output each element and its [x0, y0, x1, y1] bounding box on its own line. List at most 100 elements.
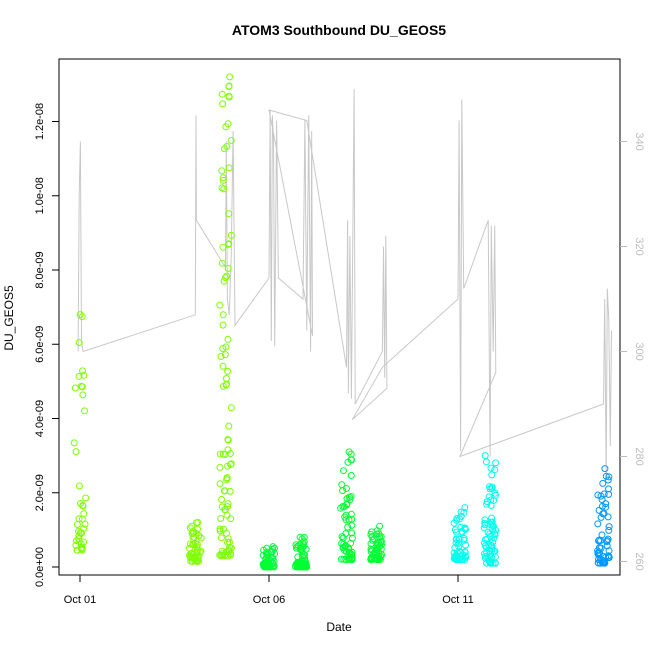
data-point [225, 82, 233, 90]
data-point [373, 530, 381, 538]
data-point [453, 555, 461, 563]
data-point [348, 521, 356, 529]
data-point [79, 391, 87, 399]
data-point [343, 500, 351, 508]
data-point [461, 504, 469, 512]
data-point [369, 536, 377, 544]
data-point [77, 544, 85, 552]
data-point [481, 516, 489, 524]
y-tick-label: 6.0e-09 [34, 326, 46, 363]
data-point [341, 542, 349, 550]
data-point [451, 526, 459, 534]
data-point [296, 533, 304, 541]
data-point [224, 503, 231, 511]
data-point [462, 541, 470, 549]
scatter-points-layer [70, 73, 613, 571]
data-point [266, 563, 274, 571]
data-point [348, 556, 356, 563]
y2-tick-label: 260 [633, 552, 645, 570]
y2-tick-label: 300 [633, 342, 645, 360]
data-point [186, 540, 194, 548]
data-point [76, 529, 84, 537]
data-point [77, 382, 85, 390]
data-point [595, 559, 602, 567]
data-point [227, 460, 235, 468]
data-point [594, 550, 602, 558]
data-point [337, 555, 345, 563]
data-point [75, 532, 83, 540]
data-point [216, 463, 224, 471]
data-point [482, 544, 490, 552]
data-point [375, 548, 383, 556]
data-point [227, 137, 235, 144]
data-point [71, 384, 79, 392]
data-point [454, 539, 462, 547]
data-point [224, 500, 232, 508]
data-point [187, 557, 195, 565]
secondary-series-line [77, 88, 612, 478]
data-point [227, 231, 235, 239]
data-point [261, 559, 269, 567]
data-point [223, 511, 231, 519]
data-point [344, 552, 352, 560]
data-point [480, 524, 488, 532]
y-tick-label: 8.0e-09 [34, 251, 46, 288]
data-point [599, 479, 607, 487]
data-point [605, 526, 613, 534]
data-point [339, 534, 347, 542]
data-point [227, 551, 235, 559]
data-point [457, 512, 465, 520]
data-point [481, 554, 489, 562]
data-point [295, 562, 302, 570]
data-point [222, 123, 230, 131]
data-point [347, 510, 355, 518]
data-point [492, 526, 500, 534]
data-point [340, 467, 347, 475]
data-point [605, 485, 612, 493]
data-point [219, 311, 227, 319]
data-point [460, 535, 468, 542]
data-point [225, 164, 233, 172]
data-point [601, 465, 609, 473]
y2-tick-label: 280 [633, 447, 645, 465]
data-point [603, 537, 611, 545]
data-point [220, 185, 228, 193]
data-point [78, 515, 86, 523]
data-point [75, 535, 83, 543]
data-point [348, 529, 356, 537]
data-point [216, 301, 224, 309]
data-point [216, 551, 224, 559]
data-point [220, 277, 228, 285]
data-point [76, 311, 84, 319]
data-point [602, 472, 610, 480]
data-point [75, 527, 82, 535]
data-point [222, 274, 229, 282]
data-point [187, 550, 195, 558]
data-point [224, 367, 232, 375]
data-point [219, 174, 227, 182]
data-point [82, 494, 90, 502]
data-point [600, 490, 608, 498]
data-point [226, 450, 234, 457]
data-point [217, 353, 225, 360]
data-point [73, 521, 81, 528]
data-point [187, 553, 194, 560]
data-point [189, 528, 197, 535]
data-point [368, 546, 376, 554]
data-point [338, 481, 346, 489]
data-point [75, 372, 83, 380]
chart-title: ATOM3 Southbound DU_GEOS5 [232, 22, 446, 38]
data-point [488, 471, 496, 479]
data-point [270, 557, 278, 565]
data-point [195, 532, 203, 540]
data-point [483, 535, 491, 543]
data-point [192, 540, 199, 548]
data-point [376, 522, 384, 530]
data-point [70, 439, 78, 447]
data-point [603, 542, 611, 550]
data-point [75, 515, 83, 523]
data-point [482, 458, 490, 466]
data-point [492, 459, 500, 467]
data-point [217, 534, 225, 542]
data-point [219, 176, 227, 184]
